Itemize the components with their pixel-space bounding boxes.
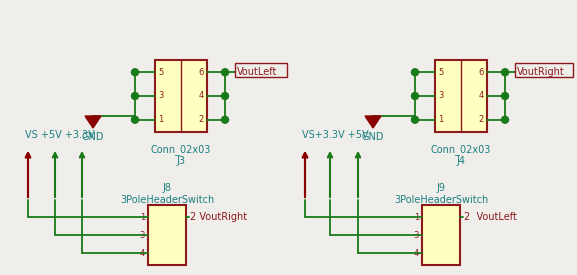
Bar (422, 205, 460, 265)
Text: J4: J4 (456, 156, 466, 166)
Circle shape (222, 69, 228, 76)
Circle shape (411, 92, 418, 100)
Bar (155, 60, 207, 132)
Circle shape (132, 92, 138, 100)
Circle shape (501, 116, 508, 123)
Text: 5: 5 (438, 68, 443, 77)
Bar (148, 205, 186, 265)
Circle shape (222, 116, 228, 123)
Text: 3: 3 (158, 92, 163, 100)
Text: Conn_02x03: Conn_02x03 (431, 144, 491, 155)
Text: 5: 5 (158, 68, 163, 77)
Text: 3: 3 (438, 92, 443, 100)
Bar (515, 63, 573, 77)
Text: 1: 1 (140, 213, 145, 221)
Text: 6: 6 (479, 68, 484, 77)
Text: VS+3.3V +5V: VS+3.3V +5V (302, 130, 369, 140)
Text: 2: 2 (198, 115, 204, 124)
Text: 1: 1 (414, 213, 419, 221)
Text: 2: 2 (479, 115, 484, 124)
Text: VS +5V +3.3V: VS +5V +3.3V (25, 130, 95, 140)
Text: 3: 3 (140, 230, 145, 240)
Text: J3: J3 (177, 156, 185, 166)
Text: VoutLeft: VoutLeft (237, 67, 278, 77)
Text: J8: J8 (163, 183, 171, 193)
Text: 1: 1 (158, 115, 163, 124)
Text: J9: J9 (436, 183, 445, 193)
Text: 4: 4 (414, 249, 419, 257)
Circle shape (132, 116, 138, 123)
Text: VoutRight: VoutRight (517, 67, 565, 77)
Text: 4: 4 (140, 249, 145, 257)
Text: 6: 6 (198, 68, 204, 77)
Circle shape (411, 69, 418, 76)
Circle shape (411, 116, 418, 123)
Circle shape (132, 69, 138, 76)
Text: 2  VoutLeft: 2 VoutLeft (464, 212, 517, 222)
Circle shape (222, 92, 228, 100)
Bar (235, 63, 287, 77)
Text: 3: 3 (414, 230, 419, 240)
Polygon shape (365, 116, 381, 128)
Text: 4: 4 (479, 92, 484, 100)
Circle shape (501, 69, 508, 76)
Text: 3PoleHeaderSwitch: 3PoleHeaderSwitch (394, 195, 488, 205)
Circle shape (501, 92, 508, 100)
Text: 1: 1 (438, 115, 443, 124)
Text: Conn_02x03: Conn_02x03 (151, 144, 211, 155)
Text: GND: GND (82, 132, 104, 142)
Text: 4: 4 (198, 92, 204, 100)
Text: 2 VoutRight: 2 VoutRight (190, 212, 247, 222)
Polygon shape (85, 116, 101, 128)
Text: GND: GND (362, 132, 384, 142)
Bar (435, 60, 487, 132)
Text: 3PoleHeaderSwitch: 3PoleHeaderSwitch (120, 195, 214, 205)
